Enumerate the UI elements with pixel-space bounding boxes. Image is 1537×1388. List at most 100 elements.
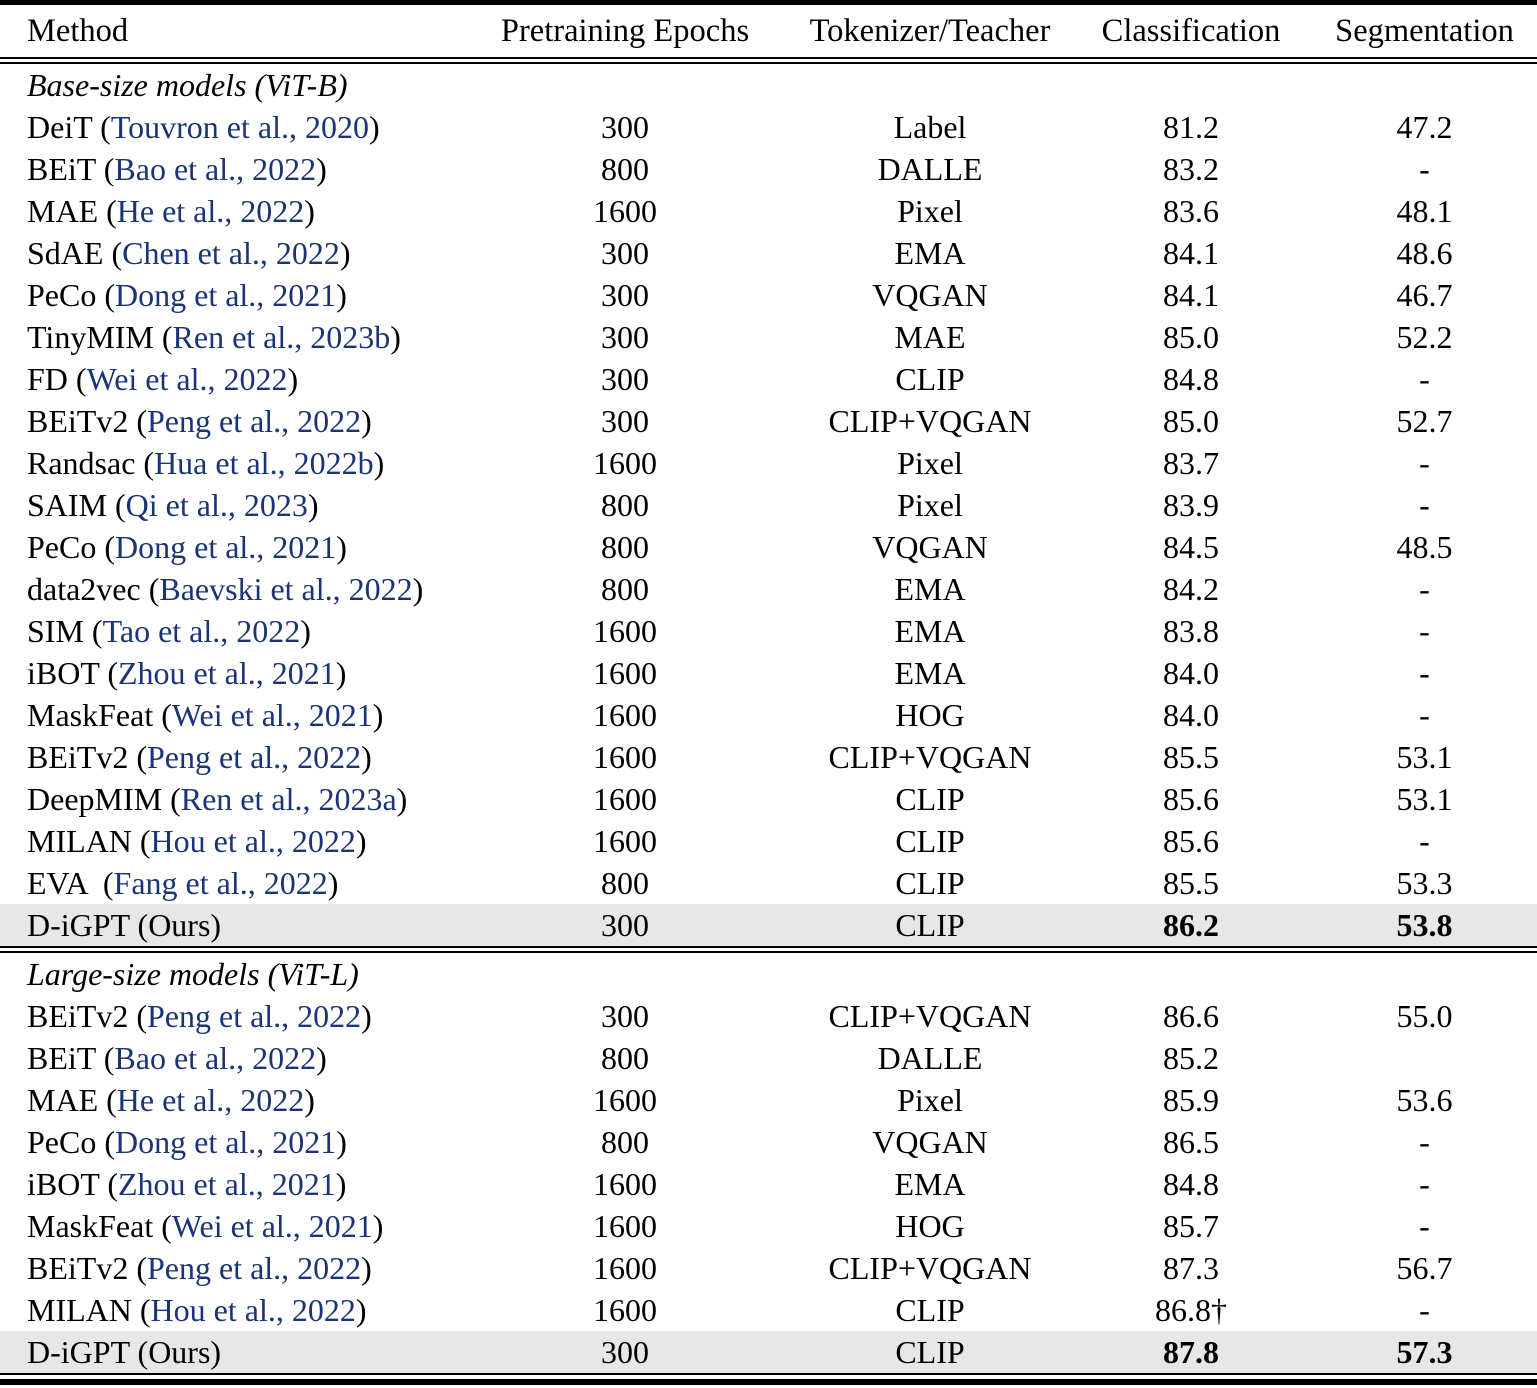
method-cell: BEiTv2 (Peng et al., 2022) — [0, 741, 460, 773]
method-cell: iBOT (Zhou et al., 2021) — [0, 1168, 460, 1200]
epochs-cell: 300 — [601, 235, 649, 271]
epochs-cell: 1600 — [593, 1250, 657, 1286]
citation-link[interactable]: Tao et al., 2022 — [102, 613, 301, 649]
section-divider-rule — [0, 946, 1537, 953]
method-cell: BEiTv2 (Peng et al., 2022) — [0, 1000, 460, 1032]
classification-cell: 86.2 — [1163, 907, 1219, 943]
table-row: TinyMIM (Ren et al., 2023b) 300 MAE 85.0 52.… — [0, 316, 1537, 358]
epochs-cell: 1600 — [593, 1082, 657, 1118]
method-name: DeiT ( — [27, 109, 111, 145]
citation-link[interactable]: Wei et al., 2021 — [171, 1208, 373, 1244]
citation-link[interactable]: Wei et al., 2021 — [171, 697, 373, 733]
table-row: MILAN (Hou et al., 2022) 1600 CLIP 86.8† - — [0, 1289, 1537, 1331]
classification-cell: 84.0 — [1163, 697, 1219, 733]
citation-close-paren: ) — [304, 1082, 315, 1118]
citation-link[interactable]: Fang et al., 2022 — [113, 865, 328, 901]
epochs-cell: 1600 — [593, 697, 657, 733]
citation-link[interactable]: Dong et al., 2021 — [115, 277, 337, 313]
segmentation-cell: - — [1419, 1208, 1430, 1244]
method-cell: PeCo (Dong et al., 2021) — [0, 531, 460, 563]
classification-cell: 81.2 — [1163, 109, 1219, 145]
citation-link[interactable]: Bao et al., 2022 — [114, 151, 317, 187]
method-cell: FD (Wei et al., 2022) — [0, 363, 460, 395]
epochs-cell: 800 — [601, 529, 649, 565]
method-name: Randsac ( — [27, 445, 155, 481]
classification-cell: 83.9 — [1163, 487, 1219, 523]
citation-link[interactable]: Peng et al., 2022 — [146, 998, 362, 1034]
segmentation-cell: - — [1419, 571, 1430, 607]
citation-link[interactable]: Touvron et al., 2020 — [110, 109, 369, 145]
column-header-classification: Classification — [1101, 12, 1281, 49]
classification-cell: 84.1 — [1163, 277, 1219, 313]
epochs-cell: 300 — [601, 361, 649, 397]
citation-link[interactable]: Baevski et al., 2022 — [159, 571, 413, 607]
table-row-ours: D-iGPT (Ours) 300 CLIP 87.8 57.3 — [0, 1331, 1537, 1373]
method-name: EVA ( — [27, 865, 114, 901]
classification-cell: 85.0 — [1163, 319, 1219, 355]
table-row: FD (Wei et al., 2022) 300 CLIP 84.8 - — [0, 358, 1537, 400]
citation-link[interactable]: Wei et al., 2022 — [86, 361, 288, 397]
table-row: Randsac (Hua et al., 2022b) 1600 Pixel 83.7… — [0, 442, 1537, 484]
citation-link[interactable]: Dong et al., 2021 — [115, 529, 337, 565]
citation-close-paren: ) — [335, 1166, 347, 1202]
citation-link[interactable]: Hou et al., 2022 — [150, 823, 356, 859]
method-cell: SdAE (Chen et al., 2022) — [0, 237, 460, 269]
citation-link[interactable]: Peng et al., 2022 — [146, 1250, 362, 1286]
method-name: D-iGPT (Ours) — [27, 1334, 222, 1370]
segmentation-cell: - — [1419, 655, 1430, 691]
method-name: BEiTv2 ( — [27, 403, 147, 439]
segmentation-cell: - — [1419, 361, 1430, 397]
citation-link[interactable]: Chen et al., 2022 — [122, 235, 340, 271]
classification-cell: 84.8 — [1163, 1166, 1219, 1202]
teacher-cell: CLIP+VQGAN — [828, 739, 1032, 775]
segmentation-cell: - — [1419, 697, 1430, 733]
classification-cell: 84.1 — [1163, 235, 1219, 271]
method-cell: BEiT (Bao et al., 2022) — [0, 1042, 460, 1074]
citation-link[interactable]: Ren et al., 2023a — [180, 781, 397, 817]
column-header-method: Method — [27, 12, 129, 49]
segmentation-cell: 53.1 — [1396, 781, 1453, 817]
citation-link[interactable]: Peng et al., 2022 — [146, 739, 362, 775]
citation-close-paren: ) — [355, 1292, 367, 1328]
teacher-cell: Pixel — [897, 1082, 963, 1118]
epochs-cell: 800 — [601, 151, 649, 187]
teacher-cell: CLIP — [895, 823, 965, 859]
classification-cell: 85.2 — [1163, 1040, 1219, 1076]
table-row: SIM (Tao et al., 2022) 1600 EMA 83.8 - — [0, 610, 1537, 652]
method-cell: MAE (He et al., 2022) — [0, 195, 460, 227]
method-name: MaskFeat ( — [27, 1208, 172, 1244]
segmentation-cell: - — [1419, 445, 1430, 481]
method-name: MILAN ( — [27, 1292, 151, 1328]
citation-link[interactable]: Zhou et al., 2021 — [117, 1166, 336, 1202]
method-cell: TinyMIM (Ren et al., 2023b) — [0, 321, 460, 353]
epochs-cell: 1600 — [593, 613, 657, 649]
segmentation-cell: - — [1419, 823, 1430, 859]
citation-close-paren: ) — [339, 235, 351, 271]
citation-link[interactable]: Hou et al., 2022 — [150, 1292, 356, 1328]
citation-link[interactable]: Bao et al., 2022 — [114, 1040, 317, 1076]
citation-close-paren: ) — [412, 571, 424, 607]
citation-link[interactable]: Dong et al., 2021 — [115, 1124, 337, 1160]
citation-link[interactable]: He et al., 2022 — [116, 193, 305, 229]
segmentation-cell: 55.0 — [1396, 998, 1453, 1034]
citation-link[interactable]: He et al., 2022 — [116, 1082, 305, 1118]
method-cell: data2vec (Baevski et al., 2022) — [0, 573, 460, 605]
citation-close-paren: ) — [361, 739, 372, 775]
column-header-teacher: Tokenizer/Teacher — [809, 12, 1051, 49]
citation-link[interactable]: Zhou et al., 2021 — [117, 655, 336, 691]
method-name: PeCo ( — [27, 529, 115, 565]
method-cell: DeepMIM (Ren et al., 2023a) — [0, 783, 460, 815]
citation-close-paren: ) — [372, 1208, 384, 1244]
method-cell: D-iGPT (Ours) — [0, 909, 460, 941]
epochs-cell: 1600 — [593, 739, 657, 775]
citation-link[interactable]: Hua et al., 2022b — [154, 445, 374, 481]
citation-link[interactable]: Peng et al., 2022 — [146, 403, 362, 439]
citation-link[interactable]: Ren et al., 2023b — [172, 319, 391, 355]
citation-link[interactable]: Qi et al., 2023 — [125, 487, 308, 523]
epochs-cell: 300 — [601, 319, 649, 355]
method-name: MaskFeat ( — [27, 697, 172, 733]
table-row: DeepMIM (Ren et al., 2023a) 1600 CLIP 85.6 5… — [0, 778, 1537, 820]
teacher-cell: VQGAN — [872, 1124, 988, 1160]
method-cell: MILAN (Hou et al., 2022) — [0, 1294, 460, 1326]
